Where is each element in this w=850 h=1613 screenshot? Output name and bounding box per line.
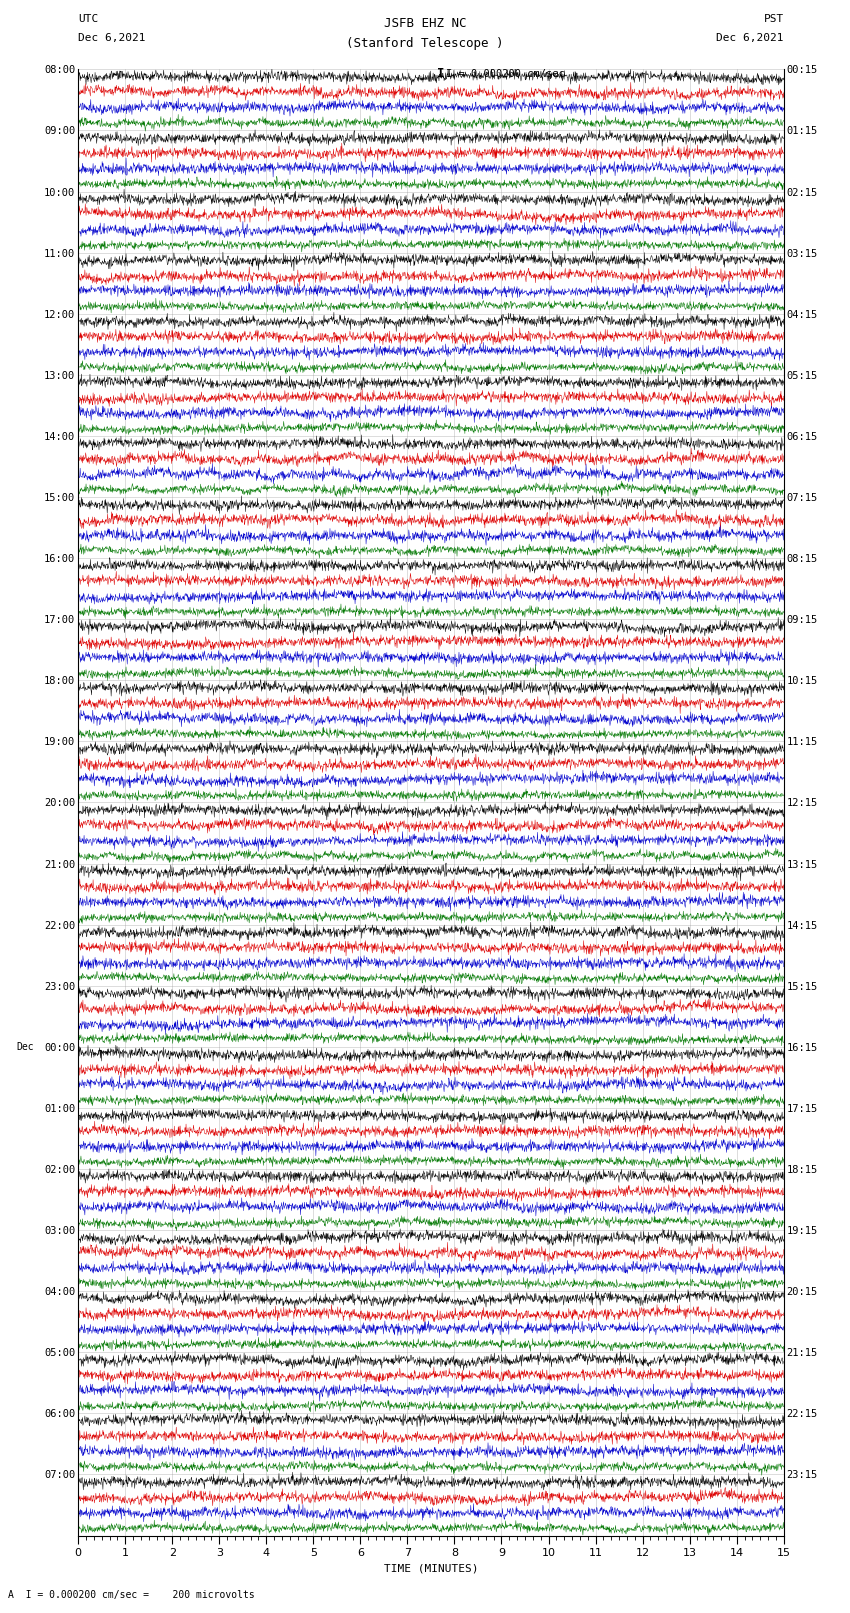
Text: I: I bbox=[437, 68, 444, 81]
Text: (Stanford Telescope ): (Stanford Telescope ) bbox=[346, 37, 504, 50]
X-axis label: TIME (MINUTES): TIME (MINUTES) bbox=[383, 1563, 479, 1574]
Text: A  I = 0.000200 cm/sec =    200 microvolts: A I = 0.000200 cm/sec = 200 microvolts bbox=[8, 1590, 255, 1600]
Text: I = 0.000200 cm/sec: I = 0.000200 cm/sec bbox=[446, 69, 565, 79]
Text: PST: PST bbox=[763, 15, 784, 24]
Text: Dec: Dec bbox=[16, 1042, 34, 1052]
Text: Dec 6,2021: Dec 6,2021 bbox=[78, 34, 145, 44]
Text: Dec 6,2021: Dec 6,2021 bbox=[717, 34, 784, 44]
Text: UTC: UTC bbox=[78, 15, 99, 24]
Text: JSFB EHZ NC: JSFB EHZ NC bbox=[383, 18, 467, 31]
